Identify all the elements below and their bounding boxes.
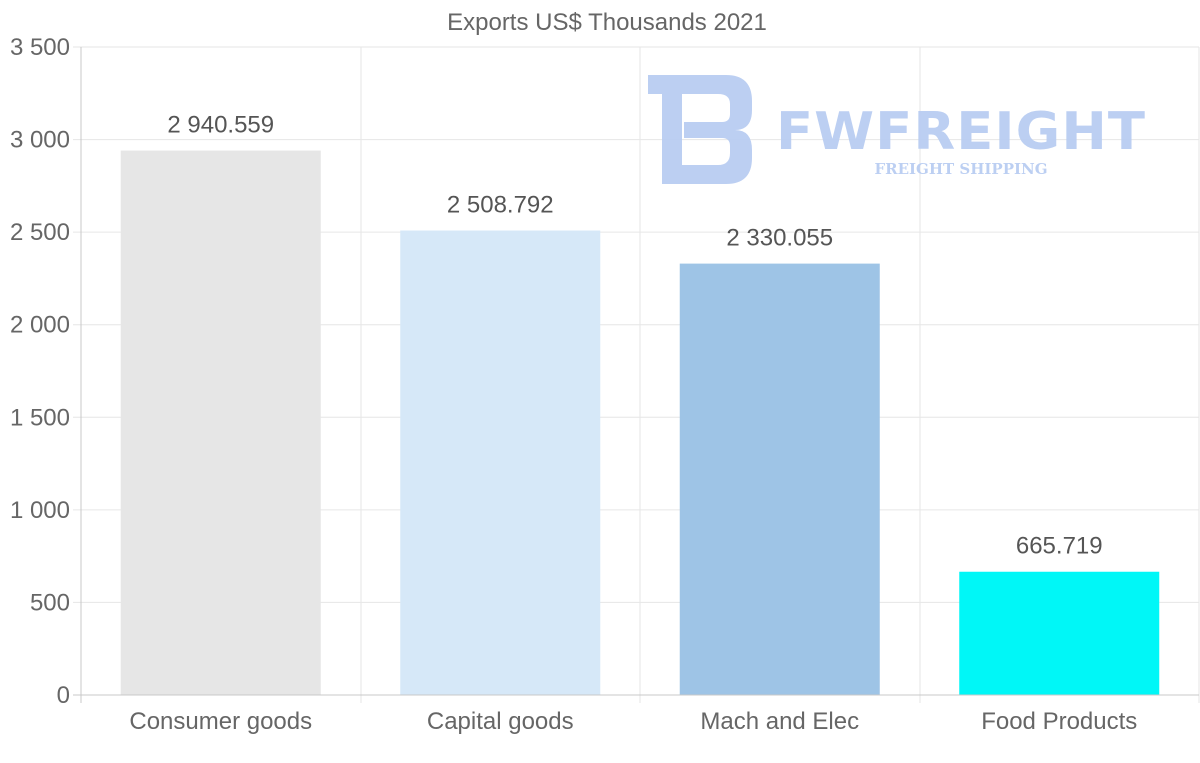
y-tick-label: 3 500 bbox=[10, 34, 70, 61]
x-tick-label: Mach and Elec bbox=[700, 708, 859, 735]
bar[interactable] bbox=[679, 263, 880, 695]
x-tick-label: Consumer goods bbox=[129, 708, 312, 735]
bars bbox=[120, 150, 1160, 695]
y-tick-label: 1 000 bbox=[10, 497, 70, 524]
bar-value-label: 2 508.792 bbox=[447, 192, 554, 219]
bar[interactable] bbox=[120, 150, 321, 695]
watermark-name: FWFREIGHT bbox=[776, 102, 1146, 162]
y-tick-label: 1 500 bbox=[10, 404, 70, 431]
y-tick-label: 2 000 bbox=[10, 312, 70, 339]
x-tick-label: Capital goods bbox=[427, 708, 574, 735]
fwfreight-logo-icon bbox=[648, 75, 752, 184]
x-axis-categories: Consumer goods Capital goods Mach and Elec… bbox=[129, 708, 1137, 735]
data-labels: 2 940.559 2 508.792 2 330.055 665.719 bbox=[167, 112, 1102, 560]
chart-title: Exports US$ Thousands 2021 bbox=[447, 9, 767, 36]
watermark-tagline: FREIGHT SHIPPING bbox=[874, 160, 1047, 178]
y-tick-label: 500 bbox=[30, 589, 70, 616]
y-tick-label: 3 000 bbox=[10, 127, 70, 154]
axes bbox=[73, 47, 1199, 703]
y-axis-ticks: 0 500 1 000 1 500 2 000 2 500 3 000 3 500 bbox=[10, 34, 70, 709]
y-tick-label: 0 bbox=[57, 682, 70, 709]
x-tick-label: Food Products bbox=[981, 708, 1137, 735]
bar-value-label: 2 330.055 bbox=[726, 225, 833, 252]
y-tick-label: 2 500 bbox=[10, 219, 70, 246]
bar-value-label: 2 940.559 bbox=[167, 112, 274, 139]
bar[interactable] bbox=[959, 571, 1160, 695]
bar[interactable] bbox=[400, 230, 601, 695]
bar-value-label: 665.719 bbox=[1016, 533, 1103, 560]
watermark-logo: FWFREIGHT FREIGHT SHIPPING bbox=[648, 75, 1146, 184]
